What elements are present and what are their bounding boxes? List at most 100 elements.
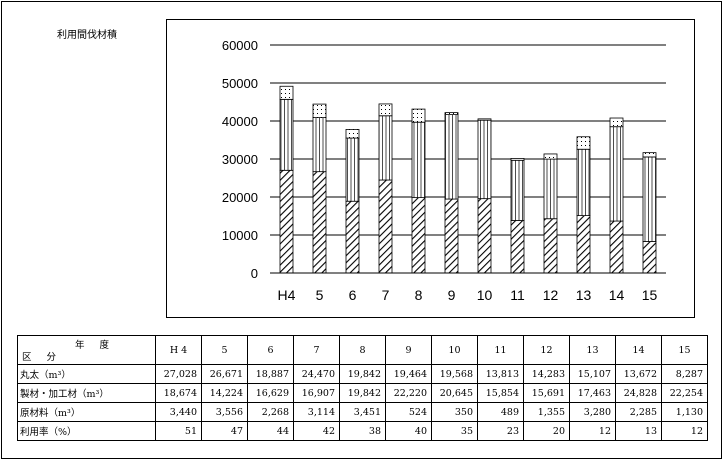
table-cell: 14,283: [523, 364, 570, 384]
y-tick-label: 10000: [222, 228, 258, 243]
year-header: 7: [293, 335, 340, 365]
row-label: 丸太（m³）: [17, 364, 156, 384]
bar-segment-3: [345, 129, 360, 139]
bar-segment-3: [543, 153, 558, 160]
bar-segment-3: [411, 108, 426, 123]
bar-segment-2: [312, 117, 327, 173]
year-header: 14: [615, 335, 662, 365]
y-tick-label: 40000: [222, 114, 258, 129]
x-tick-label: 13: [576, 287, 592, 303]
bar-segment-3: [312, 103, 327, 118]
bar-segment-2: [444, 114, 459, 200]
bar-segment-1: [576, 215, 591, 274]
x-tick-label: 10: [477, 287, 493, 303]
table-cell: 27,028: [155, 364, 202, 384]
x-tick-label: 12: [543, 287, 559, 303]
x-tick-label: 11: [510, 287, 525, 303]
table-cell: 24,470: [293, 364, 340, 384]
table-cell: 2,268: [247, 402, 294, 422]
bar-segment-3: [576, 136, 591, 150]
table-cell: 51: [155, 421, 202, 441]
x-tick-label: 5: [316, 287, 324, 303]
table-cell: 3,114: [293, 402, 340, 422]
table-row: 丸太（m³） 27,028 26,671 18,887 24,470 19,842 19,4…: [17, 364, 708, 384]
bar-segment-2: [642, 156, 657, 242]
year-header: 9: [385, 335, 432, 365]
bar-segment-1: [312, 171, 327, 274]
x-tick-label: 14: [609, 287, 625, 303]
bar-segment-2: [543, 158, 558, 220]
table-cell: 17,463: [569, 383, 616, 403]
table-cell: 13: [615, 421, 662, 441]
table-cell: 12: [569, 421, 616, 441]
table-cell: 13,813: [477, 364, 524, 384]
x-tick-label: 7: [382, 287, 390, 303]
year-header: 8: [339, 335, 386, 365]
bar-segment-3: [444, 112, 459, 116]
table-cell: 12: [661, 421, 708, 441]
chart-box: [166, 19, 695, 318]
table-cell: 1,355: [523, 402, 570, 422]
table-cell: 524: [385, 402, 432, 422]
x-tick-label: 8: [415, 287, 423, 303]
table-row: 利用率（%） 51 47 44 42 38 40 35 23 20 12 13 12: [17, 421, 708, 441]
table-cell: 20,645: [431, 383, 478, 403]
bar-segment-2: [345, 137, 360, 202]
year-header: 5: [201, 335, 248, 365]
table-cell: 38: [339, 421, 386, 441]
table-cell: 16,629: [247, 383, 294, 403]
bars: [279, 85, 657, 274]
table-cell: 350: [431, 402, 478, 422]
x-tick-label: 6: [349, 287, 357, 303]
bar-segment-2: [279, 98, 294, 171]
table-cell: 40: [385, 421, 432, 441]
table-cell: 22,220: [385, 383, 432, 403]
table-corner-header: 年 度区 分: [17, 335, 156, 365]
bar-segment-1: [378, 179, 393, 274]
table-cell: 16,907: [293, 383, 340, 403]
bar-segment-2: [378, 115, 393, 181]
table-cell: 23: [477, 421, 524, 441]
bar-segment-2: [609, 126, 624, 222]
bar-segment-3: [279, 85, 294, 100]
header-year-label: 年 度: [74, 340, 115, 351]
row-label: 製材・加工材（m³）: [17, 383, 156, 403]
table-cell: 20: [523, 421, 570, 441]
table-cell: 19,464: [385, 364, 432, 384]
bar-segment-1: [279, 169, 294, 274]
table-cell: 3,280: [569, 402, 616, 422]
table-cell: 18,674: [155, 383, 202, 403]
table-cell: 489: [477, 402, 524, 422]
bar-segment-1: [510, 220, 525, 274]
x-axis-ticks: H4 5 6 7 8 9 10 11 12 13 14 15: [278, 287, 658, 303]
bar-segment-1: [345, 200, 360, 274]
bar-segment-3: [510, 158, 525, 161]
bar-segment-1: [477, 198, 492, 274]
table-cell: 26,671: [201, 364, 248, 384]
bar-segment-3: [609, 117, 624, 128]
table-cell: 19,842: [339, 364, 386, 384]
bar-segment-3: [378, 103, 393, 117]
table-cell: 15,854: [477, 383, 524, 403]
year-header: 12: [523, 335, 570, 365]
bar-segment-3: [642, 152, 657, 158]
year-header: 11: [477, 335, 524, 365]
row-label: 原材料（m³）: [17, 402, 156, 422]
table-cell: 15,691: [523, 383, 570, 403]
table-cell: 2,285: [615, 402, 662, 422]
table-cell: 42: [293, 421, 340, 441]
y-tick-label: 0: [251, 266, 258, 281]
bar-segment-1: [411, 197, 426, 274]
table-cell: 8,287: [661, 364, 708, 384]
bar-segment-1: [444, 198, 459, 274]
bar-segment-1: [543, 218, 558, 274]
stacked-bar-chart: 0 10000 20000 30000 40000 50000 60000 H4 5 6 7 8 9 1…: [222, 38, 666, 303]
table-cell: 24,828: [615, 383, 662, 403]
x-tick-label: H4: [278, 287, 296, 303]
y-tick-label: 50000: [222, 76, 258, 91]
bar-segment-3: [477, 118, 492, 121]
table-cell: 18,887: [247, 364, 294, 384]
x-tick-label: 15: [642, 287, 658, 303]
